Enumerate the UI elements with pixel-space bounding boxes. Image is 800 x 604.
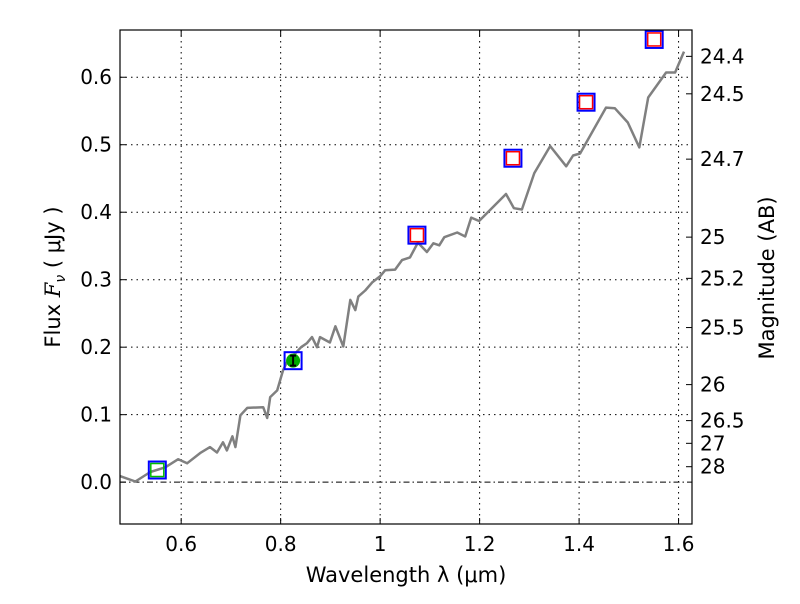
y-tick-label: 0.4 — [80, 200, 112, 224]
photometry-points — [147, 29, 664, 480]
spectrum-line — [119, 51, 686, 483]
x-tick-label: 0.8 — [265, 532, 297, 556]
y-tick-label: 0.3 — [80, 268, 112, 292]
y2-tick-label: 24.7 — [700, 147, 745, 171]
x-tick-label: 1 — [374, 532, 387, 556]
y2-axis-label: Magnitude (AB) — [755, 196, 779, 359]
y2-tick-label: 26 — [700, 373, 725, 397]
y-axis-label: Flux Fν ( μJy ) — [41, 206, 69, 347]
model-flux-marker — [578, 94, 594, 110]
model-flux-marker — [646, 32, 662, 47]
photometry-box — [644, 29, 664, 49]
grid — [120, 30, 692, 524]
y-tick-label: 0.0 — [80, 470, 112, 494]
photometry-box — [576, 92, 596, 112]
photometry-box — [407, 225, 427, 245]
x-tick-label: 0.6 — [165, 532, 197, 556]
plot-frame — [119, 29, 693, 525]
ticks: 0.6 0.8 1 1.2 1.4 1.6 0.0 0.1 0.2 0.3 0.4 0.5 0.6 24.… — [80, 30, 745, 556]
x-tick-label: 1.2 — [464, 532, 496, 556]
y-tick-label: 0.6 — [80, 65, 112, 89]
spectrum-series — [119, 51, 686, 483]
model-flux-marker — [409, 227, 425, 243]
model-flux-marker — [505, 150, 521, 166]
x-tick-label: 1.6 — [663, 532, 695, 556]
error-bar — [290, 354, 297, 367]
y-tick-label: 0.5 — [80, 133, 112, 157]
y-tick-label: 0.2 — [80, 335, 112, 359]
model-flux-marker — [150, 462, 165, 478]
y2-tick-label: 25.2 — [700, 266, 745, 290]
y-tick-label: 0.1 — [80, 403, 112, 427]
photometry-box — [283, 351, 303, 371]
photometry-box — [147, 460, 167, 480]
y2-tick-label: 26.5 — [700, 409, 745, 433]
x-tick-label: 1.4 — [563, 532, 595, 556]
y2-tick-label: 24.4 — [700, 44, 745, 68]
x-axis-label: Wavelength λ (μm) — [306, 563, 507, 587]
y2-tick-label: 25 — [700, 225, 725, 249]
photometry-box — [503, 148, 523, 168]
y2-tick-label: 24.5 — [700, 82, 745, 106]
y2-tick-label: 25.5 — [700, 316, 745, 340]
y2-tick-label: 28 — [700, 455, 725, 479]
y2-tick-label: 27 — [700, 431, 725, 455]
